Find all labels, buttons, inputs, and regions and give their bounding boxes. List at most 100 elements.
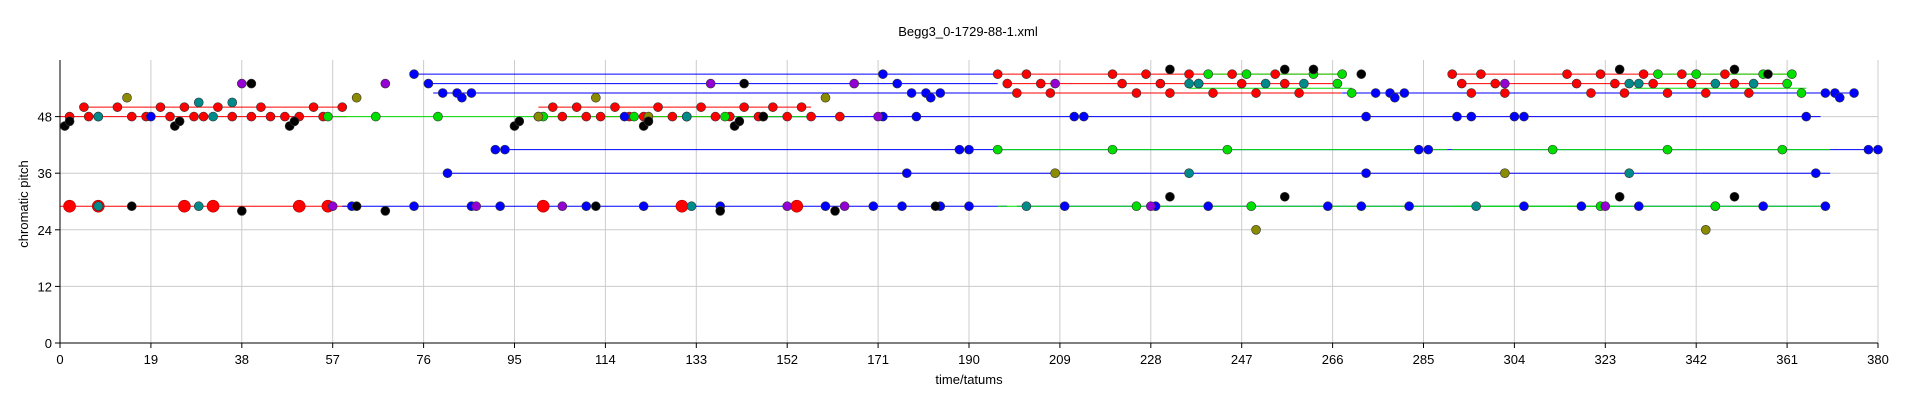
data-point [1208, 88, 1218, 98]
data-point [1456, 78, 1467, 89]
data-point [758, 111, 769, 122]
data-point [849, 78, 859, 89]
data-point [1346, 88, 1357, 98]
data-point [571, 102, 582, 112]
data-point [500, 144, 510, 155]
data-point [1279, 191, 1290, 202]
data-point [146, 111, 156, 122]
data-point [1677, 69, 1687, 79]
data-point [1079, 111, 1089, 122]
data-point [1279, 78, 1290, 89]
data-point [595, 111, 606, 122]
data-point [720, 111, 730, 122]
data-point [1035, 78, 1046, 89]
data-point [1294, 88, 1304, 98]
data-point [514, 116, 525, 127]
data-point [1710, 201, 1721, 212]
data-point [1863, 144, 1874, 155]
data-point [1447, 69, 1458, 79]
data-points [59, 64, 1883, 235]
data-point [1308, 64, 1319, 75]
data-point [1796, 88, 1807, 98]
x-tick-label: 171 [867, 352, 889, 367]
data-point [739, 78, 749, 89]
data-point [433, 111, 443, 122]
data-point [64, 116, 75, 127]
data-point [189, 111, 199, 122]
data-point [835, 111, 845, 122]
x-tick-label: 38 [235, 352, 249, 367]
y-tick-label: 36 [38, 166, 52, 181]
data-point [925, 92, 936, 103]
data-point [1586, 88, 1596, 98]
data-point [533, 111, 544, 122]
data-point [629, 111, 639, 122]
data-point [1260, 78, 1271, 89]
data-point [1423, 144, 1434, 155]
data-point [1619, 88, 1630, 98]
x-axis-label: time/tatums [935, 372, 1003, 387]
data-point [1021, 69, 1032, 79]
data-point [1820, 201, 1831, 212]
y-tick-label: 0 [45, 336, 52, 351]
data-point [954, 144, 965, 155]
data-point [471, 201, 482, 212]
data-point [734, 116, 745, 127]
data-point [897, 201, 907, 212]
data-point [547, 102, 558, 112]
data-point [1638, 69, 1649, 79]
data-point [1203, 201, 1214, 212]
data-point [906, 88, 917, 98]
data-point [93, 201, 104, 212]
data-point [227, 111, 238, 122]
data-point [1203, 69, 1214, 79]
data-point [619, 111, 630, 122]
data-point [1069, 111, 1080, 122]
data-point [581, 111, 592, 122]
data-point [1155, 78, 1166, 89]
data-point [380, 78, 391, 89]
data-point [964, 144, 974, 155]
x-tick-label: 76 [416, 352, 430, 367]
data-point [1165, 64, 1175, 75]
x-tick-label: 380 [1867, 352, 1889, 367]
x-tick-label: 361 [1776, 352, 1798, 367]
data-point [1624, 78, 1635, 89]
data-point [790, 199, 804, 213]
data-point [705, 78, 716, 89]
data-point [1131, 88, 1142, 98]
data-point [1222, 144, 1233, 155]
data-point [643, 116, 654, 127]
data-point [237, 206, 247, 216]
data-point [1299, 78, 1309, 89]
data-point [796, 102, 807, 112]
x-tick-label: 57 [325, 352, 339, 367]
data-point [782, 111, 793, 122]
data-point [1045, 88, 1056, 98]
data-point [1471, 201, 1481, 212]
data-point [1562, 69, 1572, 79]
data-point [409, 201, 419, 212]
data-point [1500, 168, 1510, 178]
data-point [265, 111, 276, 122]
data-point [256, 102, 266, 112]
data-point [1184, 69, 1194, 79]
data-point [1117, 78, 1127, 89]
x-tick-label: 0 [56, 352, 63, 367]
data-point [1834, 92, 1845, 103]
data-point [1720, 69, 1730, 79]
data-point [610, 102, 620, 112]
data-point [292, 199, 306, 213]
data-point [179, 102, 190, 112]
data-point [681, 111, 692, 122]
data-point [1050, 168, 1060, 178]
data-point [495, 201, 505, 212]
data-point [1691, 69, 1701, 79]
data-point [126, 201, 137, 212]
data-point [1595, 69, 1606, 79]
data-point [206, 199, 220, 213]
data-point [198, 111, 209, 122]
data-point [1466, 111, 1477, 122]
data-point [1571, 78, 1582, 89]
